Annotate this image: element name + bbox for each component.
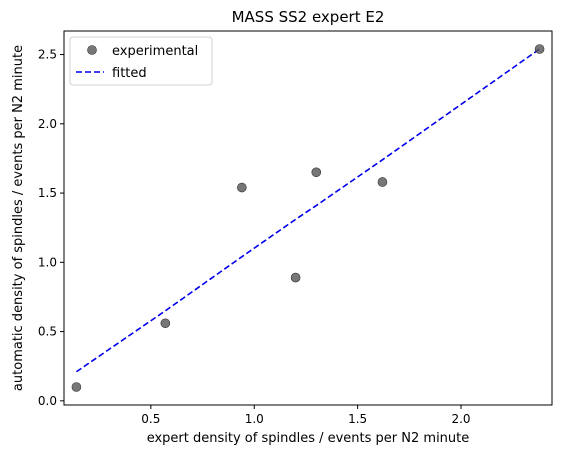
x-tick-label: 1.0 [245, 412, 264, 426]
x-tick-label: 2.0 [451, 412, 470, 426]
x-tick-label: 1.5 [348, 412, 367, 426]
y-tick-label: 0.5 [38, 325, 57, 339]
legend-label-fitted: fitted [112, 66, 147, 81]
legend-label-experimental: experimental [112, 44, 198, 59]
fitted-line [75, 48, 541, 373]
data-point [377, 177, 388, 187]
y-tick-label: 2.0 [38, 117, 57, 131]
y-tick-label: 2.5 [38, 48, 57, 62]
x-axis: 0.5 1.0 1.5 2.0 [141, 405, 471, 426]
plot-area [63, 30, 553, 406]
data-point [237, 182, 247, 193]
data-point [290, 272, 301, 283]
x-axis-label: expert density of spindles / events per … [147, 431, 470, 446]
series-layer [71, 44, 545, 392]
legend: experimental fitted [69, 36, 213, 86]
x-tick-label: 0.5 [141, 412, 160, 426]
y-tick-label: 1.5 [38, 186, 57, 200]
data-point [160, 318, 171, 329]
data-point [534, 44, 545, 54]
legend-marker-experimental [87, 45, 97, 55]
data-point [71, 382, 82, 392]
y-axis-label: automatic density of spindles / events p… [11, 45, 26, 391]
y-tick-label: 1.0 [38, 255, 57, 269]
chart-title: MASS SS2 expert E2 [232, 8, 385, 26]
legend-box [69, 36, 213, 86]
data-point [311, 167, 322, 178]
y-axis: 0.0 0.5 1.0 1.5 2.0 2.5 [38, 48, 64, 408]
y-tick-label: 0.0 [38, 394, 57, 408]
